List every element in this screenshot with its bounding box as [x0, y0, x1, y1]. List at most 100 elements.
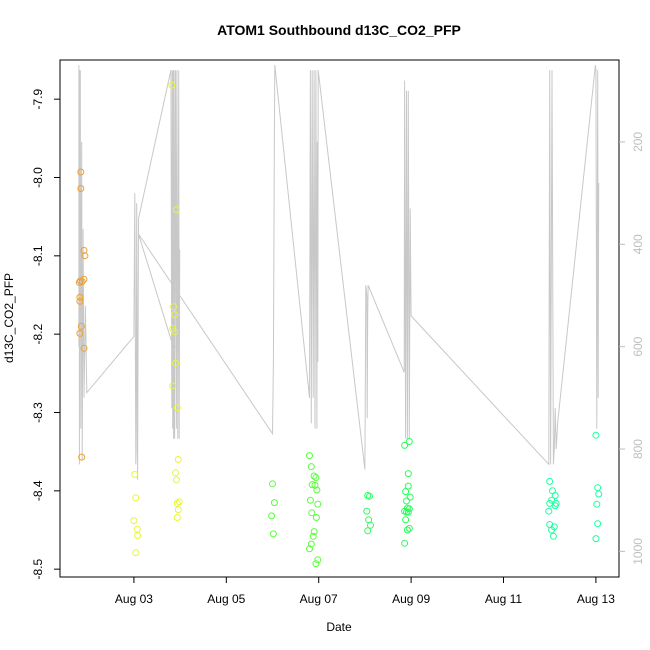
- chart-title: ATOM1 Southbound d13C_CO2_PFP: [217, 22, 461, 38]
- data-point: [77, 322, 85, 330]
- right-tick-label: 600: [631, 336, 645, 356]
- plot-frame: [59, 59, 620, 578]
- data-point: [593, 500, 601, 508]
- data-point: [314, 500, 322, 508]
- y-tick-label: -8.4: [31, 480, 45, 501]
- data-point: [594, 520, 602, 528]
- data-point: [308, 481, 316, 489]
- data-point: [269, 530, 277, 538]
- data-point: [546, 477, 554, 485]
- right-axis: 200 400 600 800 1000: [619, 132, 645, 565]
- data-point: [592, 431, 600, 439]
- data-point: [313, 486, 321, 494]
- data-point: [76, 293, 84, 301]
- right-tick-label: 1000: [631, 538, 645, 565]
- data-point: [172, 206, 180, 214]
- data-point: [77, 185, 85, 192]
- data-point: [169, 382, 177, 390]
- data-point: [175, 498, 183, 506]
- data-point: [174, 506, 182, 514]
- data-point: [551, 502, 559, 510]
- data-point: [403, 497, 410, 505]
- data-point: [404, 508, 412, 516]
- data-point: [171, 328, 179, 336]
- y-tick-label: -8.5: [31, 559, 45, 580]
- data-point: [310, 472, 318, 480]
- data-point: [307, 540, 315, 548]
- right-tick-label: 800: [631, 439, 645, 459]
- data-point: [80, 344, 88, 352]
- x-tick-label: Aug 07: [300, 592, 338, 606]
- data-point: [403, 526, 411, 534]
- x-axis: Aug 03 Aug 05 Aug 07 Aug 09 Aug 11 Aug 13: [115, 577, 615, 606]
- data-point: [270, 499, 278, 507]
- data-point: [269, 480, 276, 488]
- data-point: [312, 474, 320, 481]
- data-point: [131, 470, 139, 478]
- data-point: [173, 404, 181, 412]
- data-point: [174, 456, 182, 463]
- data-point: [168, 81, 176, 89]
- line-series: [78, 65, 600, 480]
- line-series-path: [78, 65, 600, 480]
- data-point: [551, 492, 559, 499]
- data-point: [130, 517, 138, 525]
- data-point: [401, 441, 409, 449]
- data-point: [76, 297, 84, 305]
- data-point: [173, 514, 181, 521]
- y-axis: -8.5 -8.4 -8.3 -8.2 -8.1 -8.0 -7.9: [31, 89, 60, 580]
- data-point: [81, 252, 89, 260]
- data-point: [312, 514, 320, 521]
- data-point: [172, 469, 179, 477]
- x-tick-label: Aug 05: [207, 592, 245, 606]
- y-tick-label: -8.3: [31, 402, 45, 423]
- y-axis-label: d13C_CO2_PFP: [2, 273, 16, 363]
- data-point: [309, 532, 317, 540]
- y-tick-label: -8.0: [31, 167, 45, 188]
- data-point: [545, 507, 553, 515]
- data-point: [364, 527, 372, 535]
- data-point: [404, 482, 412, 490]
- x-tick-label: Aug 03: [115, 592, 153, 606]
- data-point: [592, 535, 600, 543]
- data-point: [402, 488, 410, 496]
- data-point: [401, 539, 409, 547]
- data-point: [402, 516, 410, 524]
- data-point: [132, 494, 140, 502]
- data-point: [134, 532, 142, 539]
- right-tick-label: 200: [631, 132, 645, 152]
- data-point: [170, 303, 178, 311]
- data-point: [76, 329, 84, 337]
- data-point: [406, 493, 414, 501]
- data-point: [549, 532, 557, 540]
- x-tick-label: Aug 09: [392, 592, 430, 606]
- data-point: [77, 168, 85, 176]
- x-axis-label: Date: [326, 620, 352, 634]
- data-point: [132, 549, 140, 557]
- data-point: [595, 490, 603, 498]
- data-point: [306, 452, 313, 460]
- data-point: [78, 453, 86, 461]
- data-point: [78, 278, 86, 286]
- data-point: [308, 509, 316, 517]
- data-point: [268, 512, 276, 520]
- y-tick-label: -7.9: [31, 89, 45, 110]
- data-point: [306, 496, 314, 504]
- data-point: [310, 528, 318, 536]
- data-point: [312, 560, 320, 568]
- data-point: [367, 521, 374, 529]
- data-point: [404, 470, 412, 478]
- data-point: [307, 463, 315, 471]
- data-point: [172, 359, 179, 367]
- data-point: [172, 476, 180, 484]
- y-tick-label: -8.2: [31, 324, 45, 345]
- data-point: [405, 438, 413, 445]
- data-point: [171, 311, 179, 319]
- y-tick-label: -8.1: [31, 245, 45, 266]
- data-point: [363, 507, 371, 515]
- data-point: [306, 545, 313, 553]
- data-point: [314, 556, 322, 564]
- data-point: [546, 521, 554, 528]
